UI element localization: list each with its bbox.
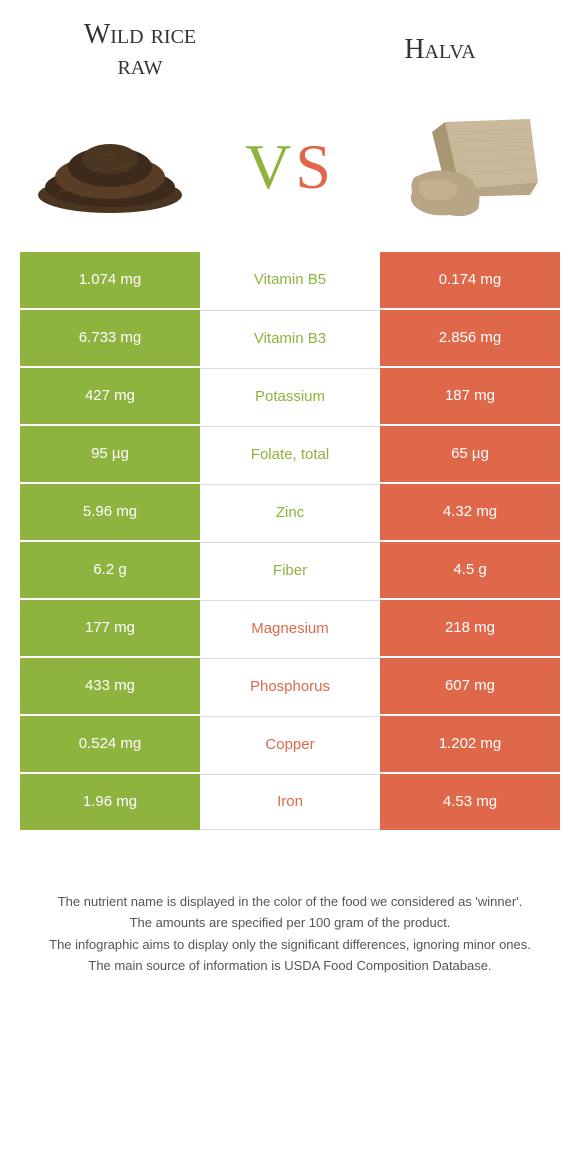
- value-right: 4.53 mg: [380, 774, 560, 830]
- nutrient-name: Potassium: [200, 368, 380, 424]
- value-left: 1.96 mg: [20, 774, 200, 830]
- food-title-left: Wild rice raw: [50, 20, 230, 82]
- value-right: 607 mg: [380, 658, 560, 714]
- nutrient-row: 0.524 mgCopper1.202 mg: [20, 716, 560, 774]
- footer-line3: The infographic aims to display only the…: [20, 935, 560, 955]
- nutrient-name: Zinc: [200, 484, 380, 540]
- nutrient-name: Fiber: [200, 542, 380, 598]
- vs-s: S: [295, 131, 335, 202]
- footer-notes: The nutrient name is displayed in the co…: [0, 892, 580, 976]
- nutrient-row: 1.074 mgVitamin B50.174 mg: [20, 252, 560, 310]
- nutrient-name: Vitamin B3: [200, 310, 380, 366]
- value-right: 65 µg: [380, 426, 560, 482]
- title-left-line2: raw: [50, 51, 230, 82]
- images-row: VS: [0, 92, 580, 252]
- value-right: 0.174 mg: [380, 252, 560, 308]
- nutrient-row: 1.96 mgIron4.53 mg: [20, 774, 560, 832]
- nutrient-row: 6.2 gFiber4.5 g: [20, 542, 560, 600]
- nutrient-row: 433 mgPhosphorus607 mg: [20, 658, 560, 716]
- footer-line4: The main source of information is USDA F…: [20, 956, 560, 976]
- nutrient-name: Folate, total: [200, 426, 380, 482]
- nutrient-name: Phosphorus: [200, 658, 380, 714]
- nutrient-row: 177 mgMagnesium218 mg: [20, 600, 560, 658]
- value-left: 433 mg: [20, 658, 200, 714]
- footer-line1: The nutrient name is displayed in the co…: [20, 892, 560, 912]
- value-right: 4.32 mg: [380, 484, 560, 540]
- nutrient-row: 427 mgPotassium187 mg: [20, 368, 560, 426]
- title-left-line1: Wild rice: [50, 20, 230, 51]
- nutrient-table: 1.074 mgVitamin B50.174 mg6.733 mgVitami…: [20, 252, 560, 832]
- food-title-right: Halva: [350, 35, 530, 66]
- nutrient-row: 95 µgFolate, total65 µg: [20, 426, 560, 484]
- footer-line2: The amounts are specified per 100 gram o…: [20, 913, 560, 933]
- vs-v: V: [245, 131, 295, 202]
- value-right: 2.856 mg: [380, 310, 560, 366]
- nutrient-name: Magnesium: [200, 600, 380, 656]
- value-left: 427 mg: [20, 368, 200, 424]
- value-left: 6.2 g: [20, 542, 200, 598]
- halva-image: [390, 112, 550, 222]
- value-right: 218 mg: [380, 600, 560, 656]
- value-left: 6.733 mg: [20, 310, 200, 366]
- value-left: 0.524 mg: [20, 716, 200, 772]
- nutrient-row: 5.96 mgZinc4.32 mg: [20, 484, 560, 542]
- value-right: 1.202 mg: [380, 716, 560, 772]
- nutrient-name: Iron: [200, 774, 380, 830]
- vs-label: VS: [245, 130, 335, 204]
- value-left: 95 µg: [20, 426, 200, 482]
- value-left: 5.96 mg: [20, 484, 200, 540]
- nutrient-name: Vitamin B5: [200, 252, 380, 308]
- value-left: 1.074 mg: [20, 252, 200, 308]
- nutrient-row: 6.733 mgVitamin B32.856 mg: [20, 310, 560, 368]
- header: Wild rice raw Halva: [0, 0, 580, 92]
- value-right: 4.5 g: [380, 542, 560, 598]
- nutrient-name: Copper: [200, 716, 380, 772]
- value-right: 187 mg: [380, 368, 560, 424]
- wild-rice-image: [30, 112, 190, 222]
- value-left: 177 mg: [20, 600, 200, 656]
